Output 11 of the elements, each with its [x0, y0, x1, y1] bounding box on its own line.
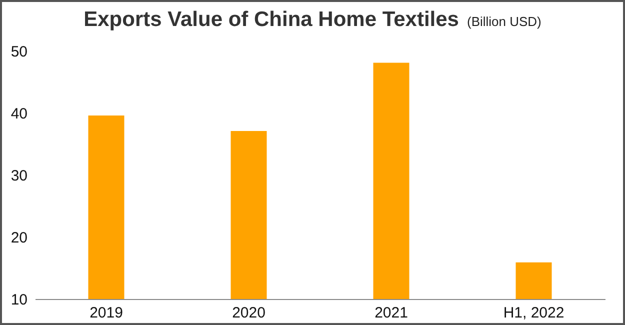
x-tick-label: H1, 2022 — [503, 304, 564, 322]
y-tick-label: 20 — [10, 230, 28, 246]
x-tick-label: 2020 — [232, 304, 266, 322]
y-tick-label: 30 — [10, 168, 28, 184]
y-tick-label: 10 — [10, 292, 28, 308]
y-tick-label: 50 — [10, 44, 28, 60]
x-tick-label: 2019 — [90, 304, 123, 322]
x-tick-label: 2021 — [374, 304, 408, 322]
chart-title: Exports Value of China Home Textiles — [84, 8, 459, 31]
chart-subtitle: (Billion USD) — [466, 14, 542, 29]
y-tick-label: 40 — [10, 106, 28, 122]
